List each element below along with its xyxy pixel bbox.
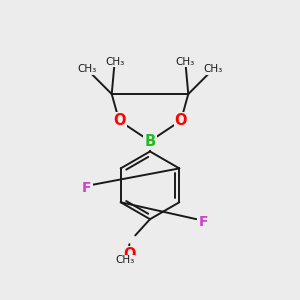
Text: O: O [175,113,187,128]
Text: O: O [123,247,136,262]
Text: F: F [82,181,92,195]
Text: CH₃: CH₃ [204,64,223,74]
Text: F: F [198,215,208,229]
Text: B: B [144,134,156,149]
Text: CH₃: CH₃ [115,255,135,266]
Text: CH₃: CH₃ [105,57,124,67]
Text: O: O [113,113,125,128]
Text: CH₃: CH₃ [176,57,195,67]
Text: CH₃: CH₃ [77,64,96,74]
